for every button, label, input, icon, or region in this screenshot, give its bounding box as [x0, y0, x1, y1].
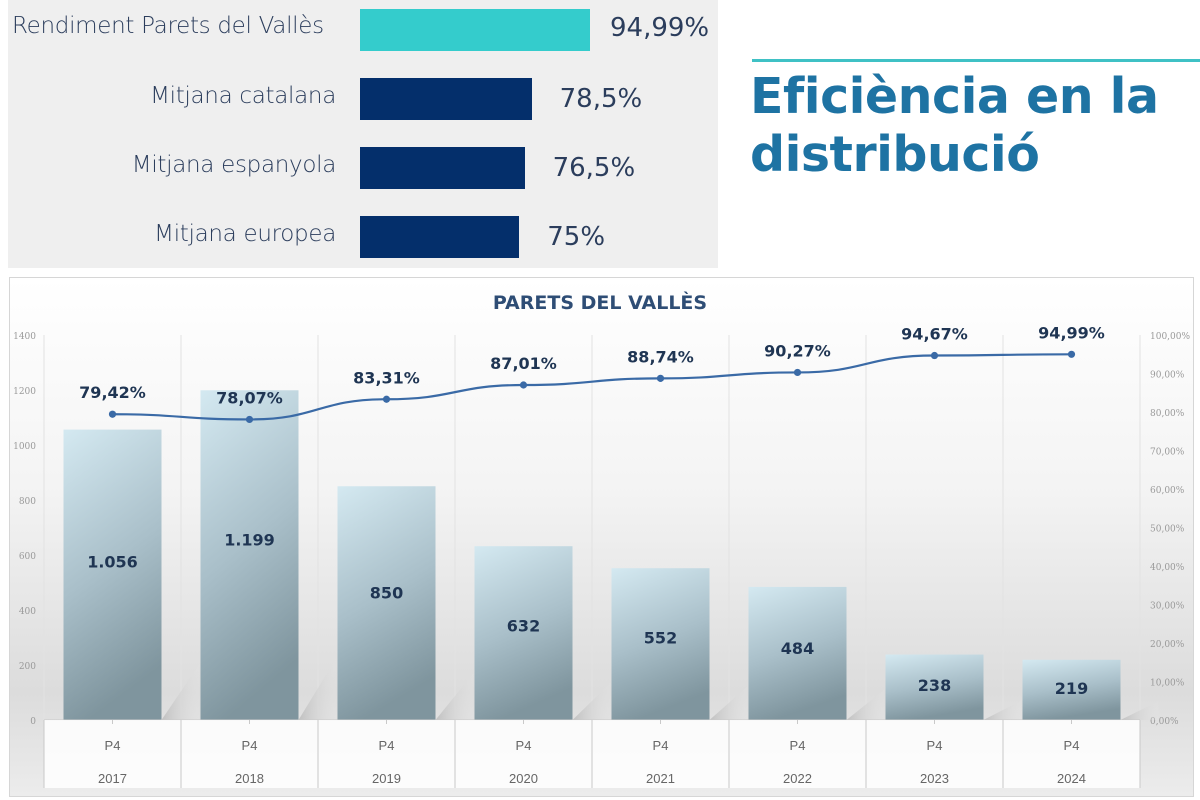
y-left-tick-label: 1200 — [13, 387, 36, 397]
line-value-label: 94,67% — [901, 325, 968, 344]
comparison-value: 76,5% — [552, 153, 636, 183]
line-value-label: 90,27% — [764, 341, 831, 360]
line-point — [245, 415, 254, 424]
line-point — [108, 410, 117, 418]
bar — [1022, 659, 1121, 720]
comparison-bar — [360, 78, 532, 120]
y-left-tick-label: 0 — [30, 717, 36, 727]
page-title-line-2: distribució — [750, 126, 1040, 183]
bar-value-label: 632 — [507, 616, 540, 635]
comparison-panel: Rendiment Parets del Vallès 94,99% Mitja… — [8, 0, 718, 268]
x-tick-label-year: 2022 — [783, 771, 812, 786]
y-right-tick-label: 20,00% — [1150, 640, 1185, 650]
bar — [200, 390, 299, 720]
line-value-label: 88,74% — [627, 347, 694, 366]
x-tick-label-period: P4 — [516, 738, 532, 753]
x-tick-label-year: 2024 — [1057, 771, 1086, 786]
comparison-value: 94,99% — [610, 13, 710, 43]
line-point — [382, 395, 391, 403]
comparison-bar — [360, 147, 525, 189]
y-left-tick-label: 400 — [19, 607, 36, 617]
y-left-tick-label: 600 — [19, 552, 36, 562]
x-tick-label-year: 2023 — [920, 771, 949, 786]
x-tick-label-period: P4 — [1064, 738, 1080, 753]
line-point — [656, 374, 665, 382]
bar — [885, 654, 984, 720]
comparison-label: Mitjana espanyola — [131, 152, 337, 178]
bar-value-label: 219 — [1055, 679, 1088, 698]
x-tick-label-year: 2020 — [509, 771, 538, 786]
y-right-tick-label: 50,00% — [1150, 525, 1185, 535]
y-right-tick-label: 100,00% — [1150, 332, 1190, 342]
bar-value-label: 1.199 — [224, 531, 275, 550]
y-right-tick-label: 30,00% — [1150, 602, 1185, 612]
bar-shadow — [435, 673, 474, 720]
y-right-tick-label: 0,00% — [1150, 717, 1179, 727]
y-right-tick-label: 90,00% — [1150, 371, 1185, 381]
x-tick-label-period: P4 — [105, 738, 121, 753]
line-point — [519, 381, 528, 389]
x-tick-label-year: 2018 — [235, 771, 264, 786]
bar-shadow — [161, 663, 200, 720]
bar — [611, 568, 710, 720]
bar-shadow — [983, 700, 1022, 720]
x-tick-label-year: 2019 — [372, 771, 401, 786]
line-value-label: 78,07% — [216, 388, 283, 407]
x-tick-label-year: 2021 — [646, 771, 675, 786]
comparison-label: Mitjana catalana — [150, 83, 336, 109]
x-tick-label-period: P4 — [653, 738, 669, 753]
x-tick-label-year: 2017 — [98, 771, 127, 786]
bar — [748, 586, 847, 720]
bar — [63, 429, 162, 720]
comparison-value: 78,5% — [559, 84, 643, 114]
chart-title: PARETS DEL VALLÈS — [493, 291, 707, 314]
bar-value-label: 238 — [918, 676, 951, 695]
page-title-line-1: Eficiència en la — [750, 68, 1159, 125]
bar-shadow — [846, 689, 885, 720]
x-tick-label-period: P4 — [790, 738, 806, 753]
y-left-tick-label: 200 — [19, 662, 36, 672]
bar-value-label: 850 — [370, 583, 403, 602]
line-point — [930, 351, 939, 360]
bar — [474, 546, 573, 720]
y-left-tick-label: 1000 — [13, 442, 36, 452]
x-tick-label-period: P4 — [927, 738, 943, 753]
y-right-tick-label: 40,00% — [1150, 563, 1185, 573]
comparison-label: Rendiment Parets del Vallès — [12, 13, 324, 39]
y-right-tick-label: 70,00% — [1150, 448, 1185, 458]
comparison-bar — [360, 9, 590, 51]
bar-value-label: 1.056 — [87, 552, 138, 571]
y-left-tick-label: 800 — [19, 497, 36, 507]
line-value-label: 94,99% — [1038, 323, 1105, 342]
line-value-label: 87,01% — [490, 354, 557, 373]
title-accent-rule — [752, 59, 1200, 62]
bar-shadow — [1120, 701, 1159, 720]
y-right-tick-label: 80,00% — [1150, 409, 1185, 419]
comparison-bar — [360, 216, 520, 258]
comparison-value: 75% — [547, 222, 606, 252]
bar-value-label: 484 — [781, 639, 814, 658]
line-point — [793, 368, 802, 377]
bar-value-label: 552 — [644, 629, 677, 648]
line-point — [1067, 350, 1076, 358]
bar — [337, 486, 436, 720]
bar-shadow — [298, 657, 337, 720]
y-right-tick-label: 60,00% — [1150, 486, 1185, 496]
bar-shadow — [709, 686, 748, 720]
efficiency-line — [112, 353, 1072, 421]
line-value-label: 79,42% — [79, 383, 146, 402]
x-tick-label-period: P4 — [242, 738, 258, 753]
x-tick-label-period: P4 — [379, 738, 395, 753]
page-title: Eficiència en la distribució — [750, 68, 1159, 184]
line-value-label: 83,31% — [353, 368, 420, 387]
y-right-tick-label: 10,00% — [1150, 679, 1185, 689]
bar-shadow — [572, 682, 611, 720]
y-left-tick-label: 1400 — [13, 332, 36, 342]
comparison-label: Mitjana europea — [154, 221, 336, 247]
